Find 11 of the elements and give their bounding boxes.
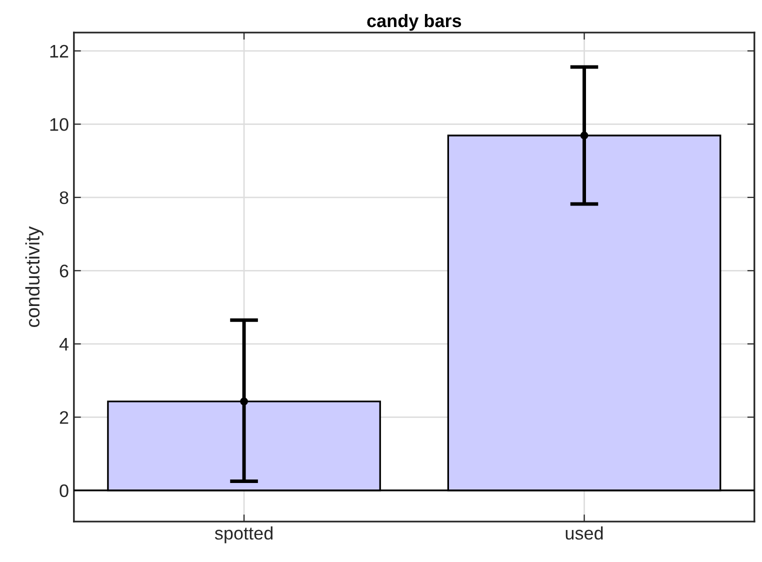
y-tick-label: 10	[50, 118, 68, 131]
y-tick-label: 12	[50, 44, 68, 58]
x-tick-label: spotted	[214, 526, 272, 544]
y-tick-label: 6	[60, 264, 68, 278]
y-tick-label: 8	[60, 191, 68, 204]
chart-title: candy bars	[367, 14, 462, 31]
y-tick-label: 4	[59, 338, 69, 350]
y-tick-label: 0	[60, 484, 68, 498]
y-axis-title: conductivity	[25, 226, 44, 328]
x-tick-label: used	[566, 526, 603, 540]
y-tick-label: 2	[60, 411, 68, 424]
